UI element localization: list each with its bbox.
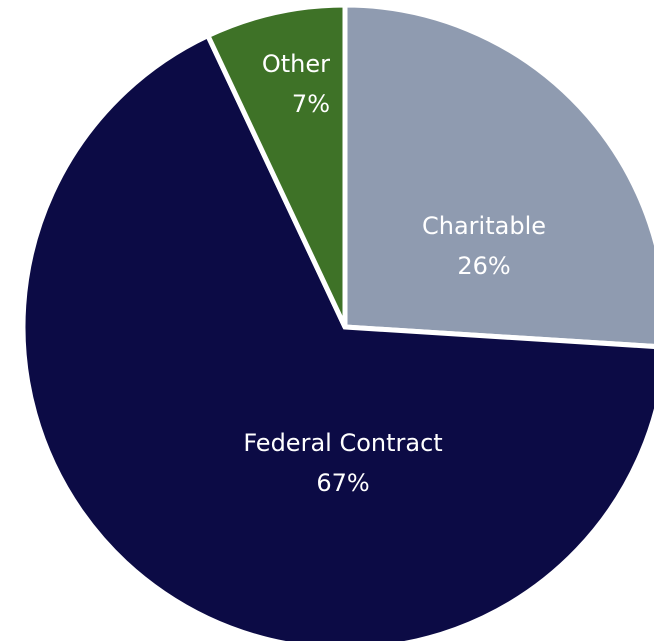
pie-slice-charitable — [342, 2, 654, 349]
slice-value-federal-contract: 67% — [316, 469, 369, 497]
slice-label-charitable: Charitable — [422, 212, 546, 240]
slice-value-charitable: 26% — [457, 252, 510, 280]
pie-labels: Charitable 26% Federal Contract 67% Other 7% — [243, 50, 546, 497]
pie-slice-other — [204, 2, 348, 329]
pie-slice-federal-contract — [20, 32, 654, 641]
slice-label-federal-contract: Federal Contract — [243, 429, 442, 457]
pie-slices — [20, 2, 654, 641]
slice-value-other: 7% — [292, 90, 330, 118]
slice-label-other: Other — [262, 50, 330, 78]
